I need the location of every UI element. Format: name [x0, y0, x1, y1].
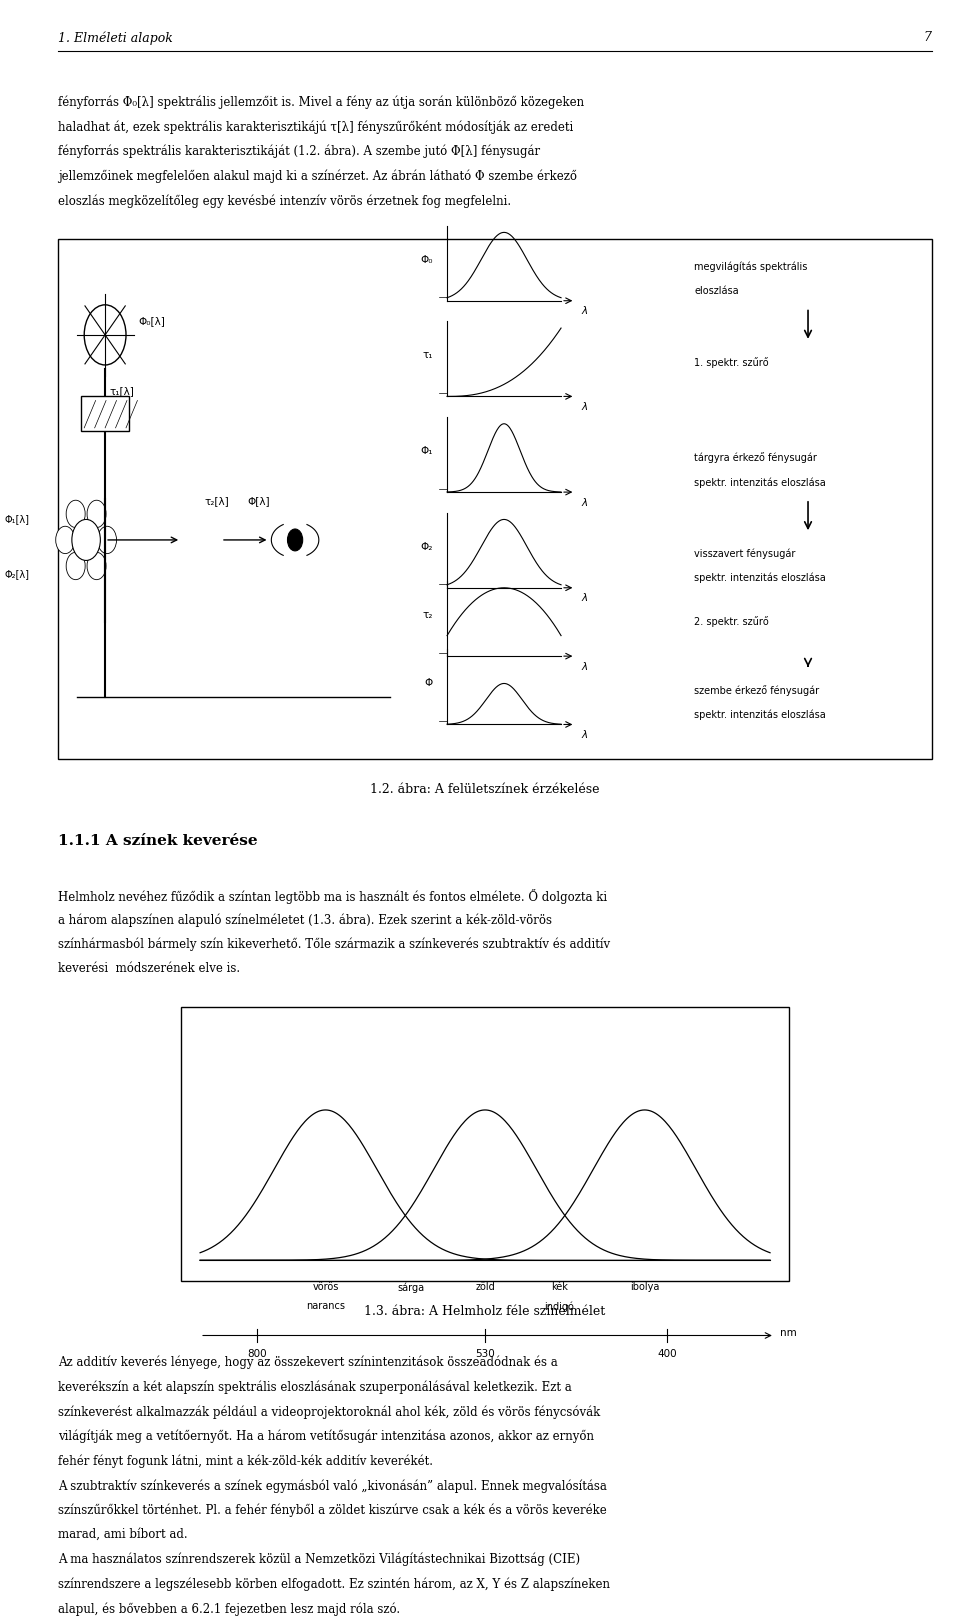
Text: világítják meg a vetítőernyőt. Ha a három vetítősugár intenzitása azonos, akkor : világítják meg a vetítőernyőt. Ha a háro… — [58, 1429, 593, 1444]
Text: λ: λ — [582, 403, 588, 412]
Text: spektr. intenzitás eloszlása: spektr. intenzitás eloszlása — [694, 710, 826, 720]
Text: Φ₀[λ]: Φ₀[λ] — [138, 317, 165, 327]
Text: 1.2. ábra: A felületszínek érzékelése: 1.2. ábra: A felületszínek érzékelése — [371, 783, 600, 796]
Text: 1.1.1 A színek keverése: 1.1.1 A színek keverése — [58, 834, 257, 847]
Text: jellemzőinek megfelelően alakul majd ki a színérzet. Az ábrán látható Φ szembe é: jellemzőinek megfelelően alakul majd ki … — [58, 170, 577, 183]
Text: 530: 530 — [475, 1349, 495, 1360]
Text: alapul, és bővebben a 6.2.1 fejezetben lesz majd róla szó.: alapul, és bővebben a 6.2.1 fejezetben l… — [58, 1602, 399, 1615]
Text: indigó: indigó — [544, 1302, 574, 1311]
Text: λ: λ — [582, 729, 588, 741]
Text: vörös: vörös — [312, 1282, 339, 1292]
Circle shape — [56, 526, 75, 553]
Text: színhármasból bármely szín kikeverhető. Tőle származik a színkeverés szubtraktív: színhármasból bármely szín kikeverhető. … — [58, 938, 610, 951]
Text: τ₁: τ₁ — [422, 351, 433, 361]
Text: Helmholz nevéhez fűződik a színtan legtöbb ma is használt és fontos elmélete. Ő : Helmholz nevéhez fűződik a színtan legtö… — [58, 888, 607, 904]
Circle shape — [98, 526, 116, 553]
Text: haladhat át, ezek spektrális karakterisztikájú τ[λ] fényszűrőként módosítják az : haladhat át, ezek spektrális karakterisz… — [58, 120, 573, 134]
Text: keverési  módszerének elve is.: keverési módszerének elve is. — [58, 962, 240, 975]
Text: 7: 7 — [924, 31, 931, 44]
Circle shape — [84, 306, 126, 365]
Text: Φ₂: Φ₂ — [420, 542, 433, 551]
Text: Φ₁: Φ₁ — [420, 446, 433, 456]
Circle shape — [66, 553, 85, 579]
Circle shape — [87, 500, 106, 527]
Bar — [82, 396, 129, 430]
Text: Φ[λ]: Φ[λ] — [248, 496, 270, 506]
Text: eloszlás megközelítőleg egy kevésbé intenzív vörös érzetnek fog megfelelni.: eloszlás megközelítőleg egy kevésbé inte… — [58, 194, 511, 207]
Text: Φ₁[λ]: Φ₁[λ] — [4, 514, 29, 524]
Circle shape — [66, 500, 85, 527]
Text: színrendszere a legszélesebb körben elfogadott. Ez szintén három, az X, Y és Z a: színrendszere a legszélesebb körben elfo… — [58, 1578, 610, 1591]
Circle shape — [87, 553, 106, 579]
Text: 1. Elméleti alapok: 1. Elméleti alapok — [58, 31, 173, 45]
Text: fehér fényt fogunk látni, mint a kék-zöld-kék additív keverékét.: fehér fényt fogunk látni, mint a kék-zöl… — [58, 1454, 433, 1468]
Text: ibolya: ibolya — [630, 1282, 660, 1292]
Text: színkeverést alkalmazzák például a videoprojektoroknál ahol kék, zöld és vörös f: színkeverést alkalmazzák például a video… — [58, 1405, 600, 1418]
Text: spektr. intenzitás eloszlása: spektr. intenzitás eloszlása — [694, 572, 826, 584]
Text: τ₂: τ₂ — [422, 610, 433, 621]
Circle shape — [72, 519, 101, 561]
Text: spektr. intenzitás eloszlása: spektr. intenzitás eloszlása — [694, 477, 826, 488]
Text: Φ₀: Φ₀ — [420, 255, 433, 265]
Text: zöld: zöld — [475, 1282, 495, 1292]
Text: 2. spektr. szűrő: 2. spektr. szűrő — [694, 616, 769, 627]
Text: szembe érkező fénysugár: szembe érkező fénysugár — [694, 686, 819, 695]
Text: τ₂[λ]: τ₂[λ] — [204, 496, 229, 506]
Text: fényforrás spektrális karakterisztikáját (1.2. ábra). A szembe jutó Φ[λ] fénysug: fényforrás spektrális karakterisztikáját… — [58, 146, 540, 158]
Circle shape — [287, 529, 302, 551]
Text: λ: λ — [582, 593, 588, 603]
Text: τ₁[λ]: τ₁[λ] — [109, 386, 134, 396]
FancyBboxPatch shape — [58, 239, 931, 758]
Text: 1.3. ábra: A Helmholz féle színelmélet: 1.3. ábra: A Helmholz féle színelmélet — [365, 1305, 606, 1318]
Text: megvilágítás spektrális: megvilágítás spektrális — [694, 262, 807, 272]
Text: 400: 400 — [658, 1349, 677, 1360]
FancyBboxPatch shape — [181, 1007, 789, 1281]
Text: Φ₂[λ]: Φ₂[λ] — [4, 569, 29, 579]
Text: kék: kék — [551, 1282, 567, 1292]
Text: λ: λ — [582, 498, 588, 508]
Text: sárga: sárga — [397, 1282, 424, 1292]
Text: a három alapszínen alapuló színelméletet (1.3. ábra). Ezek szerint a kék-zöld-vö: a három alapszínen alapuló színelméletet… — [58, 914, 552, 927]
Text: Az additív keverés lényege, hogy az összekevert színintenzitások összeadódnak és: Az additív keverés lényege, hogy az össz… — [58, 1357, 558, 1370]
Text: 1. spektr. szűrő: 1. spektr. szűrő — [694, 357, 769, 367]
Text: narancs: narancs — [306, 1302, 345, 1311]
Text: λ: λ — [582, 661, 588, 671]
Text: színszűrőkkel történhet. Pl. a fehér fényből a zöldet kiszúrve csak a kék és a v: színszűrőkkel történhet. Pl. a fehér fén… — [58, 1504, 607, 1517]
Text: visszavert fénysugár: visszavert fénysugár — [694, 548, 796, 559]
Text: λ: λ — [582, 306, 588, 317]
Text: fényforrás Φ₀[λ] spektrális jellemzőit is. Mivel a fény az útja során különböző : fényforrás Φ₀[λ] spektrális jellemzőit i… — [58, 95, 584, 110]
Text: A ma használatos színrendszerek közül a Nemzetközi Világítástechnikai Bizottság : A ma használatos színrendszerek közül a … — [58, 1552, 580, 1567]
Text: Φ: Φ — [424, 679, 433, 689]
Text: nm: nm — [780, 1328, 796, 1337]
Text: 800: 800 — [248, 1349, 267, 1360]
Text: marad, ami bíbort ad.: marad, ami bíbort ad. — [58, 1528, 187, 1541]
Text: A szubtraktív színkeverés a színek egymásból való „kivonásán” alapul. Ennek megv: A szubtraktív színkeverés a színek egymá… — [58, 1480, 607, 1492]
Text: eloszlása: eloszlása — [694, 286, 738, 296]
Text: keverékszín a két alapszín spektrális eloszlásának szuperponálásával keletkezik.: keverékszín a két alapszín spektrális el… — [58, 1381, 571, 1394]
Text: tárgyra érkező fénysugár: tárgyra érkező fénysugár — [694, 453, 817, 464]
